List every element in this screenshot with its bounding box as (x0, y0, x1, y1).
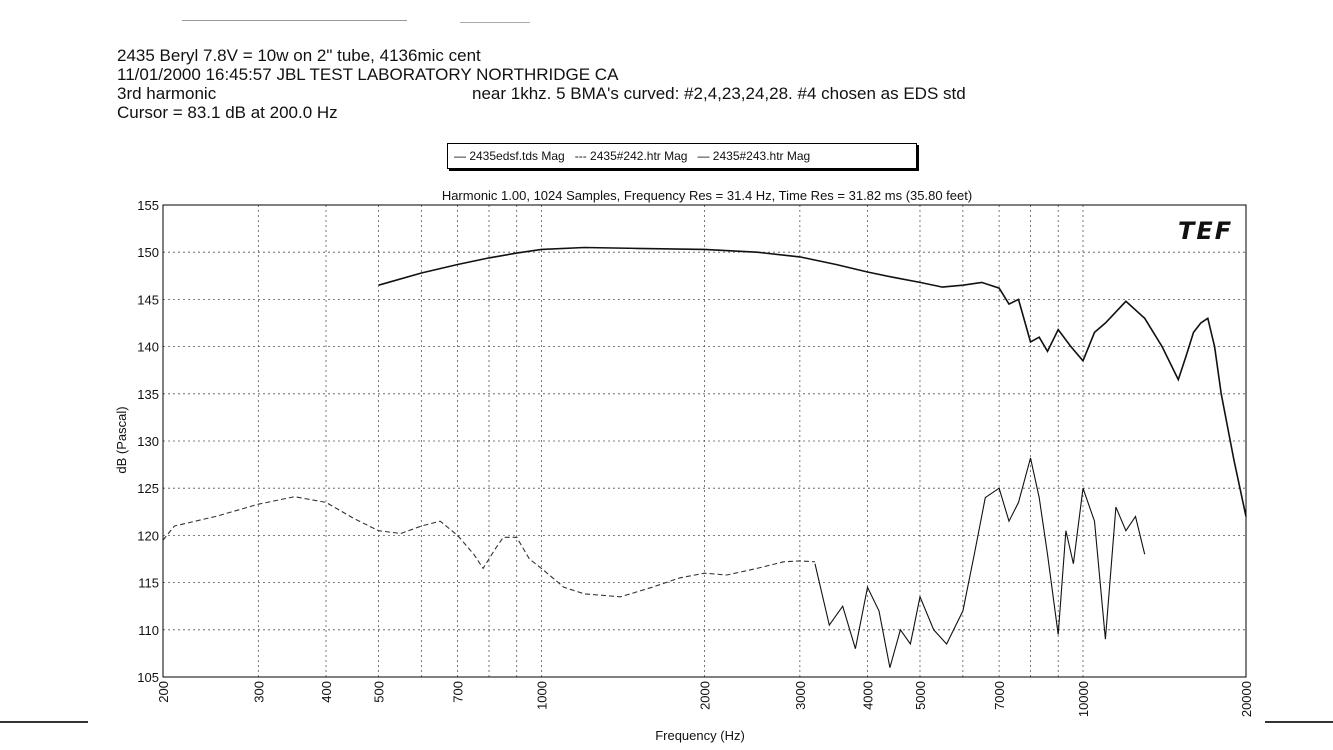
header-note: near 1khz. 5 BMA's curved: #2,4,23,24,28… (472, 84, 966, 103)
y-tick-label: 150 (137, 245, 159, 260)
header-line-4: Cursor = 83.1 dB at 200.0 Hz (117, 103, 338, 122)
x-tick-label: 200 (156, 681, 171, 703)
series-line-2 (162, 496, 816, 598)
legend-entry-3: — 2435#243.htr Mag (697, 149, 811, 163)
x-tick-label: 5000 (913, 681, 928, 710)
y-tick-label: 155 (137, 198, 159, 213)
x-tick-label: 2000 (698, 681, 713, 710)
y-tick-label: 115 (138, 576, 159, 591)
x-tick-label: 500 (371, 681, 386, 703)
scan-rule-bottom-left (0, 721, 88, 723)
tick-labels: 105 110 115 120 125 130 135 140 145 150 155 200 300 4… (137, 198, 1254, 717)
grid (162, 204, 1247, 678)
header-line-2: 11/01/2000 16:45:57 JBL TEST LABORATORY … (117, 65, 619, 84)
y-tick-label: 110 (138, 623, 159, 638)
x-tick-label: 300 (251, 681, 266, 703)
y-tick-label: 135 (137, 387, 159, 402)
y-tick-label: 140 (137, 340, 159, 355)
series-lines (162, 246, 1247, 668)
chart-title: Harmonic 1.00, 1024 Samples, Frequency R… (442, 188, 972, 203)
scan-rule-bottom-right (1265, 721, 1333, 723)
plot-frame (162, 204, 1247, 678)
x-tick-label: 4000 (861, 681, 876, 710)
legend-entry-2: --- 2435#242.htr Mag (574, 149, 688, 163)
x-tick-label: 1000 (534, 681, 549, 710)
tef-logo: TEF (1178, 217, 1234, 245)
header-line-3: 3rd harmonic (117, 84, 217, 103)
x-axis-label: Frequency (Hz) (655, 728, 745, 743)
scan-rule-top (182, 20, 407, 21)
y-axis-label: dB (Pascal) (114, 406, 129, 473)
legend-entry-1: — 2435edsf.tds Mag (454, 149, 565, 163)
y-tick-label: 125 (137, 481, 159, 496)
x-tick-label: 7000 (992, 681, 1007, 710)
x-tick-label: 3000 (793, 681, 808, 710)
series-line-1 (378, 246, 1247, 517)
y-tick-label: 120 (137, 528, 159, 543)
chart-legend: — 2435edsf.tds Mag --- 2435#242.htr Mag … (447, 143, 917, 169)
x-tick-label: 20000 (1239, 681, 1254, 717)
x-tick-label: 400 (319, 681, 334, 703)
header-line-1: 2435 Beryl 7.8V = 10w on 2" tube, 4136mi… (117, 46, 481, 65)
y-tick-label: 105 (137, 670, 159, 685)
x-tick-label: 700 (451, 681, 466, 703)
y-tick-label: 145 (137, 292, 159, 307)
scan-rule-top-2 (460, 22, 530, 23)
x-tick-label: 10000 (1076, 681, 1091, 717)
series-line-3 (814, 457, 1146, 668)
y-tick-label: 130 (137, 434, 159, 449)
test-header: 2435 Beryl 7.8V = 10w on 2" tube, 4136mi… (117, 46, 618, 122)
